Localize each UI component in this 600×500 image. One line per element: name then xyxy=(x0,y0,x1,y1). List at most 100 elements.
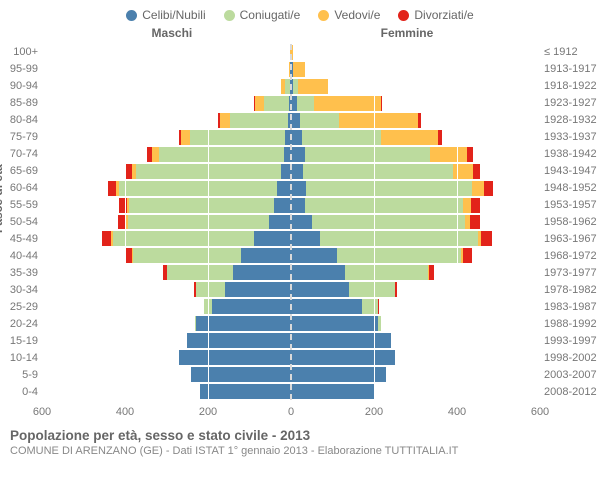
age-label: 5-9 xyxy=(22,369,38,381)
bar-segment xyxy=(187,332,291,349)
female-half xyxy=(291,112,540,129)
year-label: 1928-1932 xyxy=(544,114,597,126)
bar-segment xyxy=(196,315,291,332)
female-half xyxy=(291,78,540,95)
grid-line xyxy=(125,44,126,400)
x-tick: 0 xyxy=(288,406,294,418)
female-half xyxy=(291,349,540,366)
x-tick: 400 xyxy=(448,406,466,418)
chart-subtitle: COMUNE DI ARENZANO (GE) - Dati ISTAT 1° … xyxy=(10,445,590,457)
male-half xyxy=(42,383,291,400)
bar-segment xyxy=(126,247,133,264)
bar-segment xyxy=(274,197,291,214)
bar-segment xyxy=(241,247,291,264)
legend: Celibi/NubiliConiugati/eVedovi/eDivorzia… xyxy=(0,0,600,26)
age-label: 50-54 xyxy=(10,216,38,228)
bar-segment xyxy=(453,163,473,180)
grid-line xyxy=(208,44,209,400)
male-half xyxy=(42,315,291,332)
bar-segment xyxy=(167,264,233,281)
year-label: 1953-1957 xyxy=(544,199,597,211)
male-half xyxy=(42,332,291,349)
y-axis-left-title: Fasce di età xyxy=(0,164,5,233)
female-half xyxy=(291,247,540,264)
legend-label: Coniugati/e xyxy=(240,8,301,22)
bar-segment xyxy=(191,366,291,383)
bar-segment xyxy=(395,281,397,298)
bar-segment xyxy=(291,281,349,298)
age-label: 95-99 xyxy=(10,63,38,75)
age-label: 40-44 xyxy=(10,250,38,262)
bar-segment xyxy=(339,112,418,129)
bar-segment xyxy=(302,129,382,146)
bar-segment xyxy=(212,298,291,315)
bar-segment xyxy=(133,247,241,264)
bar-segment xyxy=(481,230,492,247)
bar-segment xyxy=(378,315,380,332)
male-half xyxy=(42,264,291,281)
age-label: 0-4 xyxy=(22,386,38,398)
bar-segment xyxy=(291,112,300,129)
year-label: 1983-1987 xyxy=(544,301,597,313)
male-half xyxy=(42,230,291,247)
year-label: 1958-1962 xyxy=(544,216,597,228)
year-label: 1938-1942 xyxy=(544,148,597,160)
female-half xyxy=(291,146,540,163)
bar-segment xyxy=(312,214,466,231)
bar-segment xyxy=(113,230,254,247)
year-label: 1988-1992 xyxy=(544,318,597,330)
year-label: 1963-1967 xyxy=(544,233,597,245)
bar-segment xyxy=(108,180,115,197)
gender-headers: Maschi Femmine xyxy=(0,26,600,44)
year-label: 1943-1947 xyxy=(544,165,597,177)
bar-segment xyxy=(463,197,471,214)
bar-segment xyxy=(291,315,378,332)
age-label: 90-94 xyxy=(10,80,38,92)
year-label: 1973-1977 xyxy=(544,267,597,279)
male-half xyxy=(42,298,291,315)
bar-segment xyxy=(463,247,472,264)
bar-segment xyxy=(467,146,473,163)
year-label: 1998-2002 xyxy=(544,352,597,364)
male-half xyxy=(42,366,291,383)
x-axis: 6004002000200400600 xyxy=(42,402,540,422)
male-half xyxy=(42,61,291,78)
legend-swatch xyxy=(126,10,137,21)
year-label: 2003-2007 xyxy=(544,369,597,381)
header-female: Femmine xyxy=(381,26,434,40)
bar-segment xyxy=(349,281,395,298)
plot-area: 100+≤ 191295-991913-191790-941918-192285… xyxy=(42,44,540,400)
age-label: 15-19 xyxy=(10,335,38,347)
bar-segment xyxy=(470,214,480,231)
bar-segment xyxy=(438,129,442,146)
male-half xyxy=(42,112,291,129)
bar-segment xyxy=(378,298,379,315)
female-half xyxy=(291,383,540,400)
female-half xyxy=(291,129,540,146)
bar-segment xyxy=(196,281,225,298)
bar-segment xyxy=(305,197,463,214)
bar-segment xyxy=(298,78,328,95)
age-label: 85-89 xyxy=(10,97,38,109)
center-line xyxy=(290,44,292,400)
year-label: 1948-1952 xyxy=(544,182,597,194)
bar-segment xyxy=(200,383,291,400)
bar-segment xyxy=(300,112,339,129)
age-label: 70-74 xyxy=(10,148,38,160)
female-half xyxy=(291,281,540,298)
bar-segment xyxy=(472,180,484,197)
bar-segment xyxy=(320,230,478,247)
grid-line xyxy=(374,44,375,400)
bar-segment xyxy=(255,95,264,112)
male-half xyxy=(42,281,291,298)
bar-segment xyxy=(291,264,345,281)
bar-segment xyxy=(152,146,159,163)
bar-segment xyxy=(291,349,395,366)
bar-segment xyxy=(291,163,303,180)
bar-segment xyxy=(297,95,314,112)
female-half xyxy=(291,332,540,349)
age-label: 65-69 xyxy=(10,165,38,177)
bar-segment xyxy=(291,298,362,315)
bar-segment xyxy=(291,146,305,163)
female-half xyxy=(291,95,540,112)
